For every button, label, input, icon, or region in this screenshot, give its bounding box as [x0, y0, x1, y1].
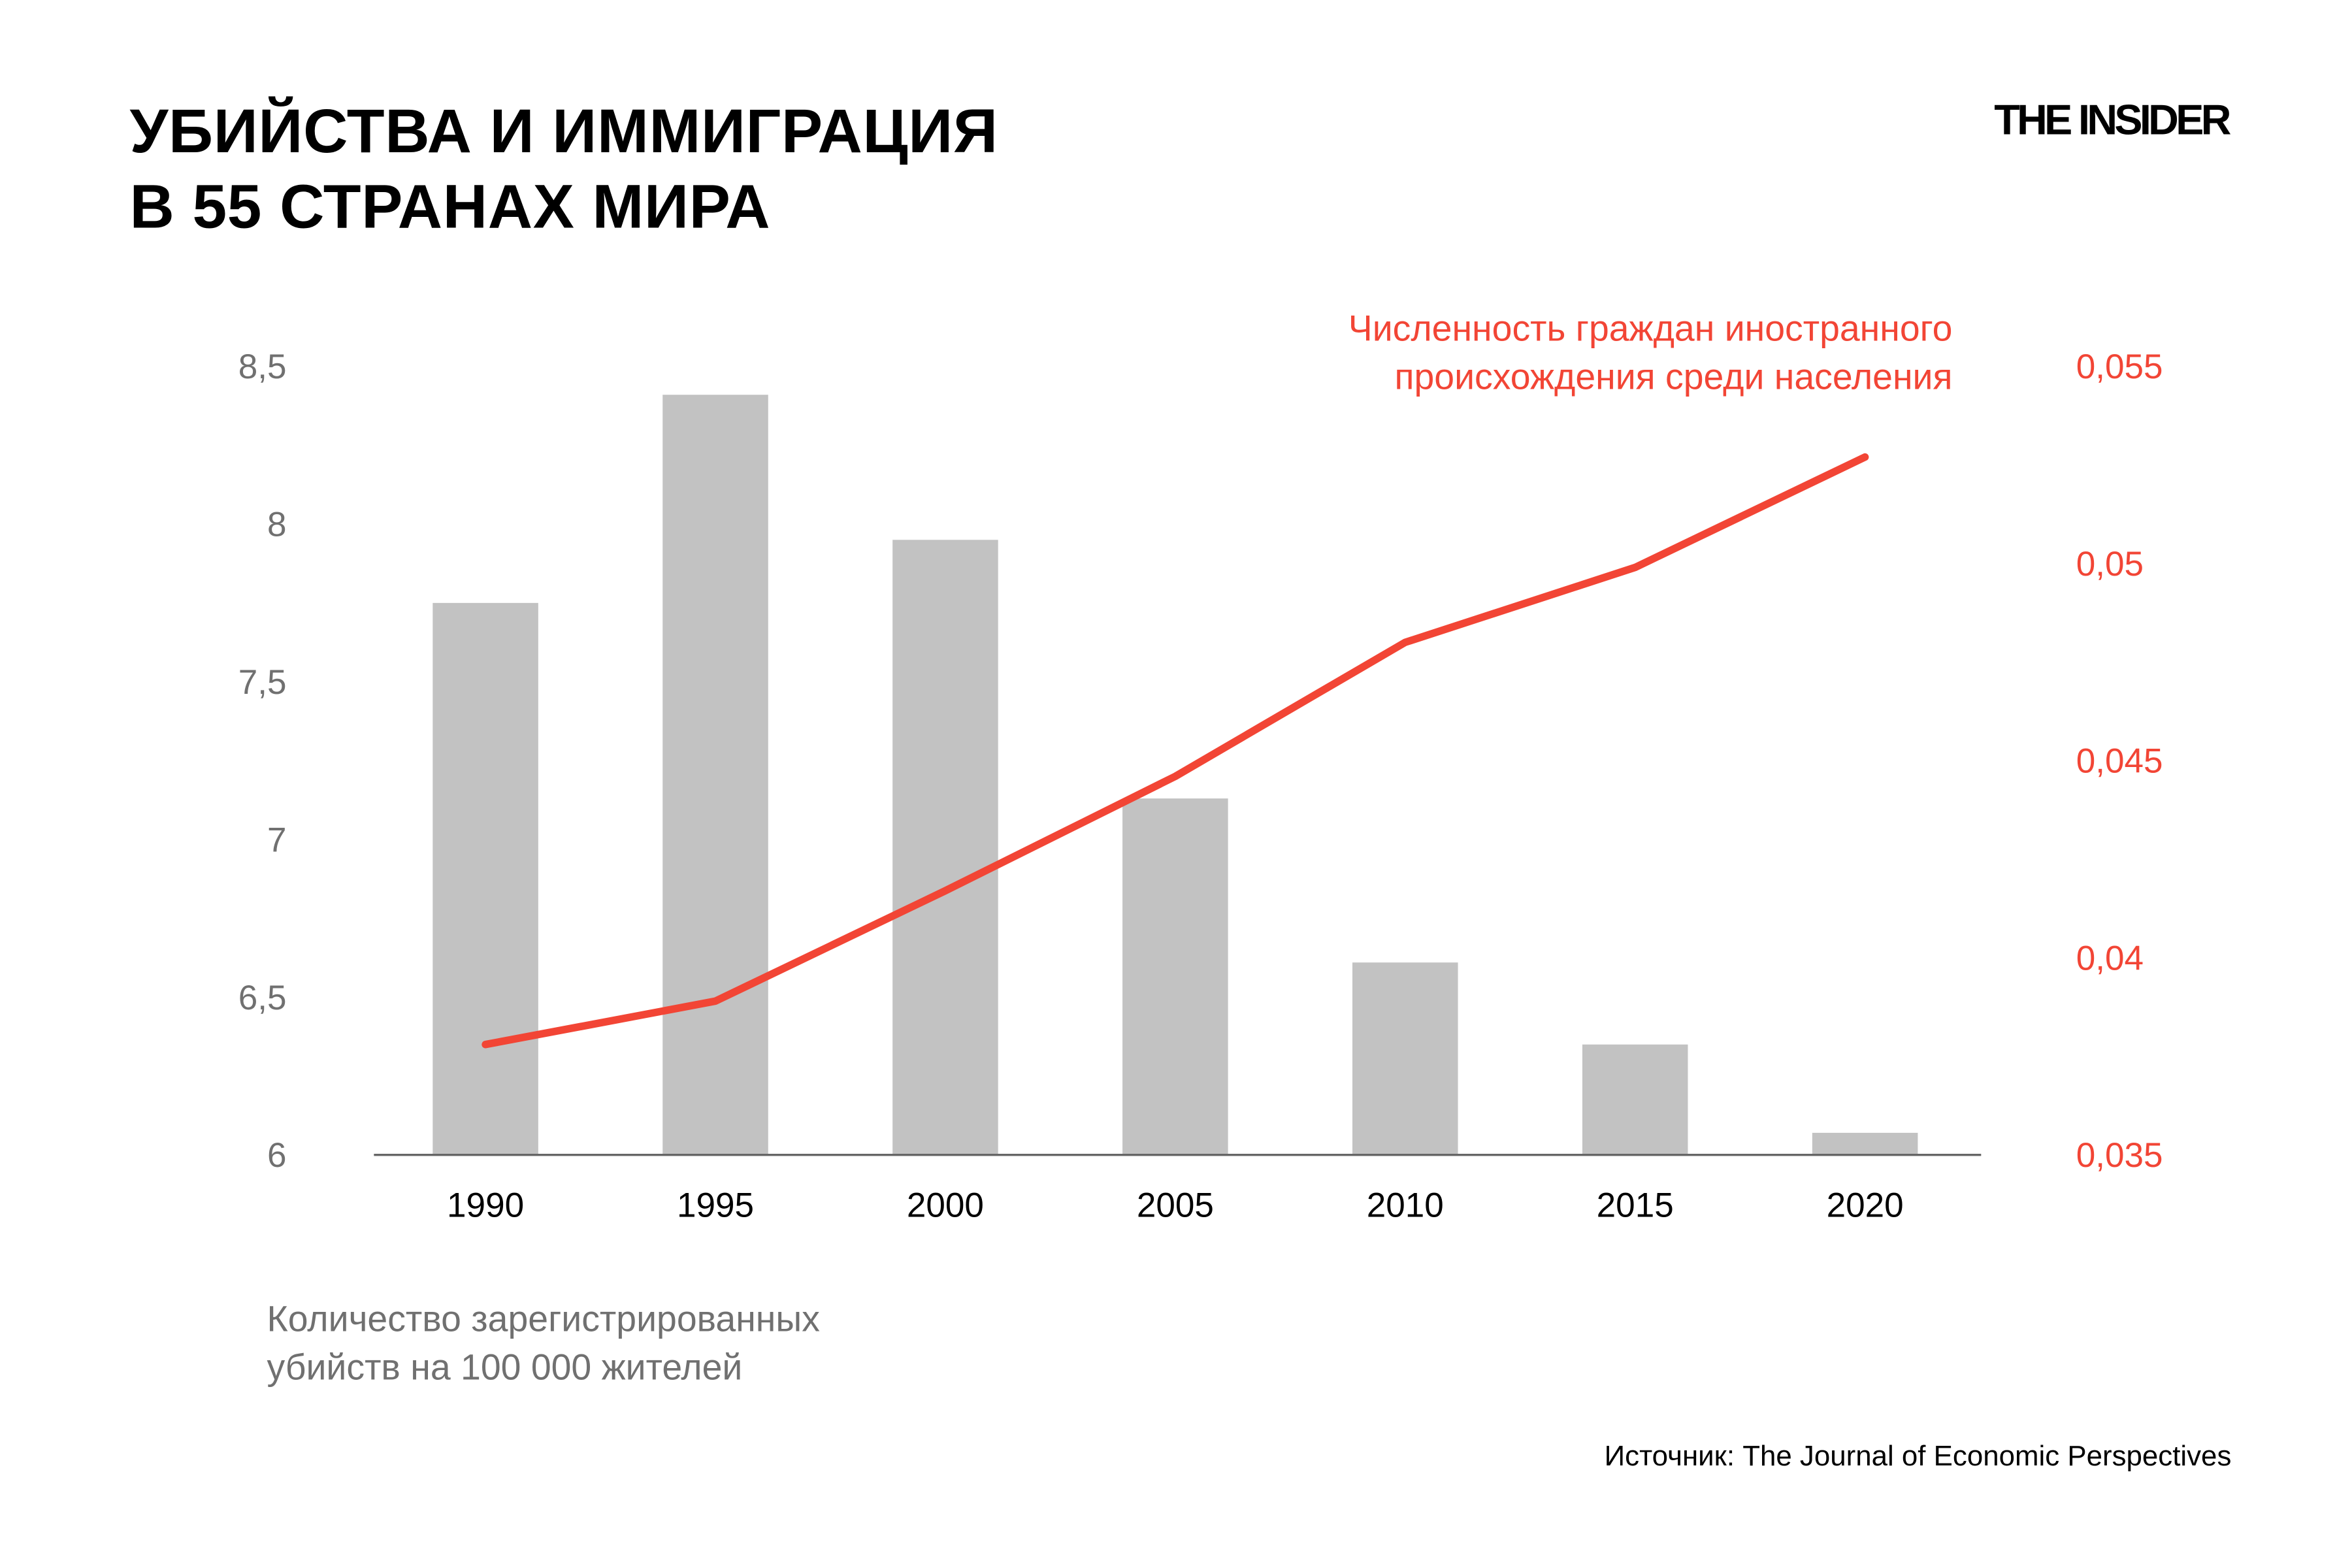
bar-2000 — [892, 540, 998, 1155]
source-note: Источник: The Journal of Economic Perspe… — [1604, 1441, 2232, 1473]
bar-2020 — [1812, 1132, 1918, 1155]
left-tick-label: 7 — [267, 821, 287, 859]
title-line-2: В 55 СТРАНАХ МИРА — [129, 172, 771, 242]
right-axis-label-line-1: Численность граждан иностранного — [1348, 309, 1953, 350]
right-tick-label: 0,05 — [2076, 545, 2144, 583]
left-axis-label-line-1: Количество зарегистрированных — [267, 1299, 820, 1341]
x-tick-label: 2005 — [1137, 1186, 1214, 1224]
left-tick-label: 8 — [267, 506, 287, 544]
left-axis-label-line-2: убийств на 100 000 жителей — [267, 1348, 743, 1389]
right-axis-label-line-2: происхождения среди населения — [1394, 357, 1953, 399]
bar-2005 — [1122, 798, 1228, 1155]
bar-1990 — [433, 602, 538, 1155]
left-tick-label: 7,5 — [238, 663, 287, 702]
left-tick-label: 6 — [267, 1136, 287, 1175]
right-tick-label: 0,035 — [2076, 1136, 2163, 1175]
x-tick-label: 2020 — [1827, 1186, 1904, 1224]
x-tick-label: 2010 — [1367, 1186, 1444, 1224]
right-tick-label: 0,045 — [2076, 742, 2163, 781]
the-insider-logo: THE INSIDER — [1994, 96, 2231, 144]
x-tick-label: 2015 — [1597, 1186, 1674, 1224]
bar-1995 — [662, 395, 768, 1155]
right-axis-label: Численность граждан иностранного происхо… — [1348, 306, 1953, 402]
x-tick-label: 1995 — [677, 1186, 754, 1224]
left-tick-label: 8,5 — [238, 348, 287, 386]
title-line-1: УБИЙСТВА И ИММИГРАЦИЯ — [129, 96, 998, 166]
bar-2015 — [1582, 1044, 1688, 1155]
bar-2010 — [1352, 962, 1458, 1155]
left-axis-label: Количество зарегистрированных убийств на… — [267, 1297, 819, 1394]
x-tick-label: 1990 — [447, 1186, 524, 1224]
right-tick-label: 0,055 — [2076, 348, 2163, 386]
x-tick-label: 2000 — [907, 1186, 984, 1224]
left-tick-label: 6,5 — [238, 979, 287, 1017]
right-tick-label: 0,04 — [2076, 939, 2144, 977]
chart-title: УБИЙСТВА И ИММИГРАЦИЯ В 55 СТРАНАХ МИРА — [129, 93, 998, 244]
